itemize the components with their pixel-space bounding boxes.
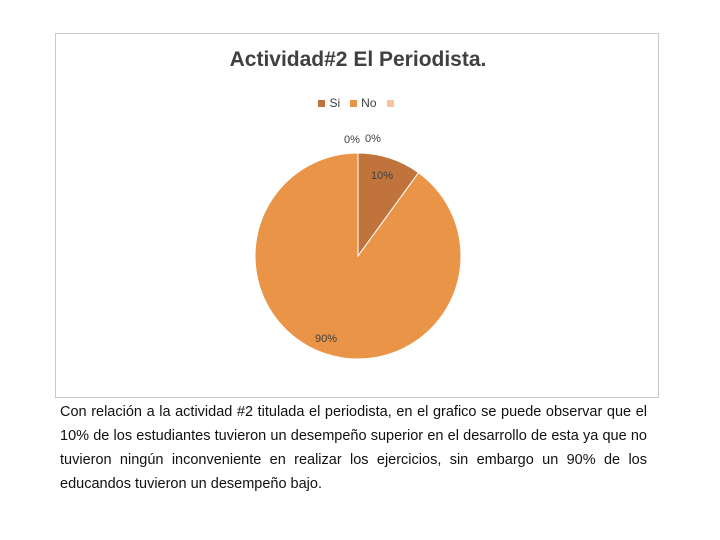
chart-legend: Si No — [56, 96, 660, 110]
legend-label-no: No — [361, 96, 377, 110]
caption-text: Con relación a la actividad #2 titulada … — [60, 404, 647, 492]
legend-item-third — [386, 99, 398, 107]
chart-area: Actividad#2 El Periodista. Si No 10% 90% 0… — [55, 33, 659, 398]
legend-item-no: No — [350, 96, 377, 110]
data-label-extra-1: 0% — [344, 134, 360, 146]
data-label-2: 90% — [315, 333, 337, 345]
pie-chart: 10% 90% 0% 0% — [254, 133, 462, 360]
data-label-1: 10% — [371, 170, 393, 182]
pie-slice-2 — [254, 152, 462, 360]
data-label-3: 0% — [365, 133, 381, 145]
legend-label-si: Si — [329, 96, 341, 110]
legend-swatch-no — [350, 99, 358, 107]
chart-title: Actividad#2 El Periodista. — [229, 48, 487, 71]
legend-swatch-third — [386, 99, 394, 107]
legend-swatch-si — [318, 99, 326, 107]
legend-item-si: Si — [318, 96, 340, 110]
